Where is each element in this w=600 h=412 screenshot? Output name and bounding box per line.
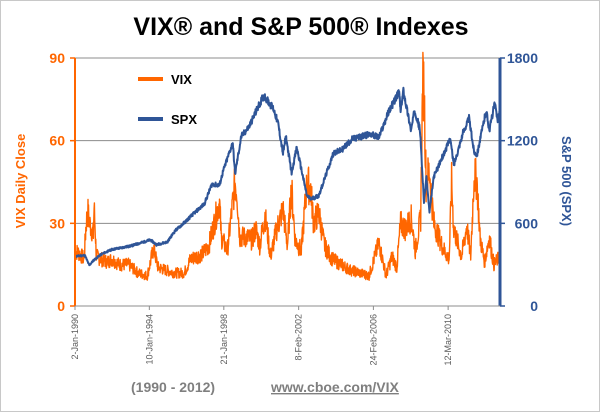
right-tick-label: 0 — [530, 298, 538, 314]
x-tick-label: 12-Mar-2010 — [443, 314, 453, 366]
footer-period: (1990 - 2012) — [131, 379, 215, 395]
right-axis-ticks: 0 600 1200 1800 — [500, 50, 538, 314]
x-tick-label: 8-Feb-2002 — [294, 314, 304, 361]
chart-title: VIX® and S&P 500® Indexes — [133, 13, 468, 41]
left-tick-label: 90 — [49, 50, 65, 66]
x-tick-label: 21-Jan-1998 — [219, 314, 229, 365]
spx-line — [74, 86, 501, 267]
left-tick-label: 60 — [49, 133, 65, 149]
left-tick-label: 30 — [49, 215, 65, 231]
x-axis-ticks: 2-Jan-1990 10-Jan-1994 21-Jan-1998 8-Feb-20… — [70, 306, 453, 366]
legend-vix-label: VIX — [171, 72, 192, 87]
left-axis-label: VIX Daily Close — [13, 134, 28, 229]
right-tick-label: 1200 — [507, 133, 538, 149]
x-tick-label: 24-Feb-2006 — [368, 314, 378, 366]
plot-border — [74, 58, 502, 307]
spx-series — [74, 86, 501, 267]
legend: VIX SPX — [138, 72, 197, 127]
x-tick-label: 10-Jan-1994 — [144, 314, 154, 365]
gridlines — [75, 57, 500, 224]
legend-spx-label: SPX — [171, 112, 197, 127]
right-tick-label: 1800 — [507, 50, 538, 66]
vix-line — [74, 51, 501, 281]
right-tick-label: 600 — [515, 215, 539, 231]
left-tick-label: 0 — [57, 298, 65, 314]
x-tick-label: 2-Jan-1990 — [70, 314, 80, 360]
vix-series — [74, 51, 501, 281]
footer-link[interactable]: www.cboe.com/VIX — [270, 379, 400, 395]
left-axis-ticks: 0 30 60 90 — [49, 50, 75, 314]
right-axis-label: S&P 500 (SPX) — [559, 136, 574, 226]
